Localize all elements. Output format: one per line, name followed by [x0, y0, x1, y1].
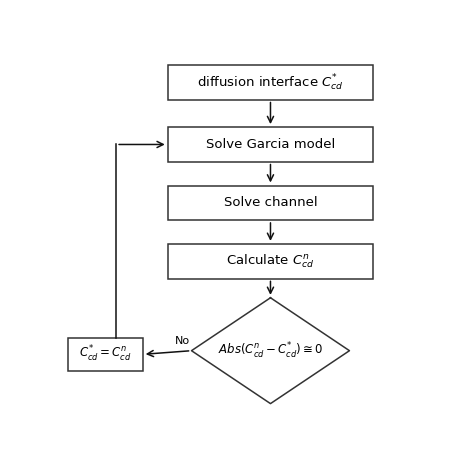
- Text: $Abs(C^{n}_{cd} - C^{*}_{cd}) \cong 0$: $Abs(C^{n}_{cd} - C^{*}_{cd}) \cong 0$: [218, 341, 323, 361]
- Text: $C^{*}_{cd} = C^{n}_{cd}$: $C^{*}_{cd} = C^{n}_{cd}$: [79, 344, 131, 365]
- Text: Solve Garcia model: Solve Garcia model: [206, 138, 335, 151]
- FancyBboxPatch shape: [168, 65, 374, 100]
- Text: No: No: [175, 337, 190, 346]
- Text: Calculate $C^{n}_{cd}$: Calculate $C^{n}_{cd}$: [226, 252, 315, 270]
- Text: Solve channel: Solve channel: [224, 196, 317, 210]
- Polygon shape: [191, 298, 349, 404]
- FancyBboxPatch shape: [67, 338, 143, 371]
- Text: diffusion interface $C^{*}_{cd}$: diffusion interface $C^{*}_{cd}$: [197, 72, 344, 92]
- FancyBboxPatch shape: [168, 244, 374, 279]
- FancyBboxPatch shape: [168, 127, 374, 162]
- FancyBboxPatch shape: [168, 185, 374, 220]
